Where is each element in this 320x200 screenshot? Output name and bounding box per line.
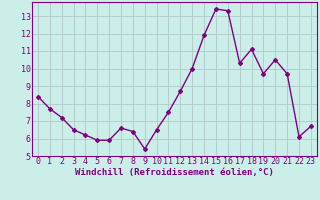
X-axis label: Windchill (Refroidissement éolien,°C): Windchill (Refroidissement éolien,°C) bbox=[75, 168, 274, 177]
